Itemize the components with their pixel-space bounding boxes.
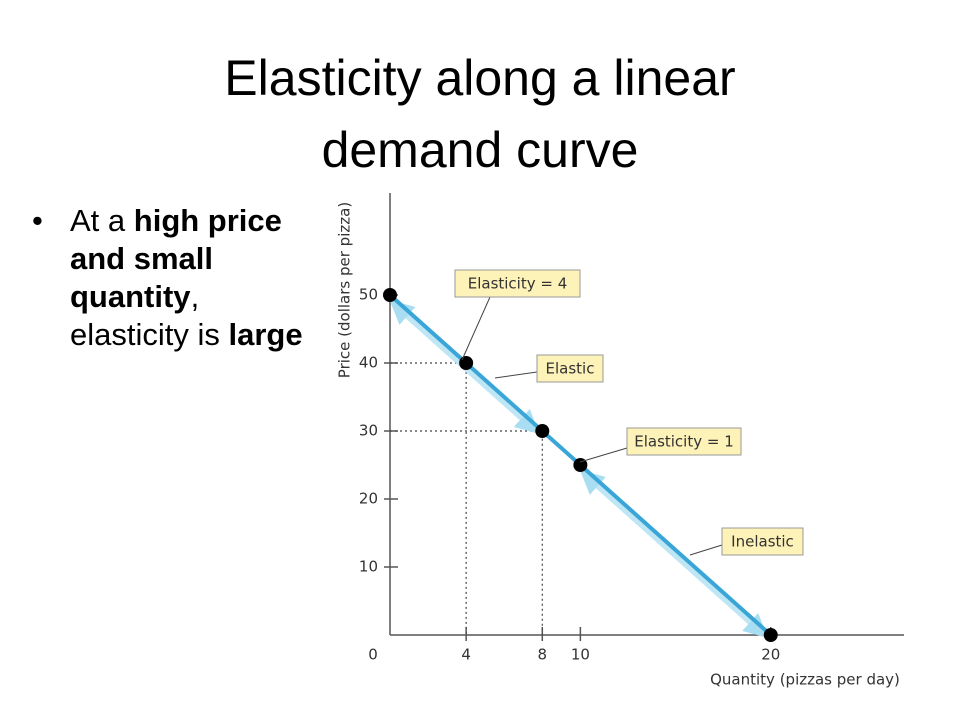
x-axis-label: Quantity (pizzas per day) [710, 671, 900, 689]
annotation-box [454, 269, 581, 298]
leader-line [461, 296, 491, 361]
point [763, 628, 778, 642]
point [535, 424, 550, 438]
title-line: Elasticity along a linear [224, 50, 736, 106]
leader-line [579, 447, 628, 463]
y-tick-label: 30 [359, 422, 378, 440]
bullet-text: At a [70, 203, 134, 238]
annotation: Elastic [546, 360, 595, 378]
y-axis-label: Price (dollars per pizza) [336, 202, 354, 378]
x-tick-label: 0 [368, 646, 378, 664]
annotation: Elasticity = 4 [468, 275, 568, 293]
bullet: At a high price and small quantity, elas… [30, 202, 320, 354]
direction-arrow [579, 469, 769, 638]
y-tick-label: 10 [359, 558, 378, 576]
bullet-text: large [228, 317, 303, 352]
y-tick-label: 40 [359, 354, 378, 372]
y-tick-label: 50 [359, 286, 378, 304]
annotation-box [721, 527, 804, 556]
x-tick-label: 8 [538, 646, 548, 664]
annotation: Inelastic [731, 533, 794, 551]
y-tick-label: 20 [359, 490, 378, 508]
slide-title: Elasticity along a linear demand curve [0, 42, 960, 186]
x-tick-label: 20 [761, 646, 780, 664]
point [573, 458, 588, 472]
point [383, 288, 397, 302]
title-line: demand curve [321, 122, 639, 178]
leader-line [689, 544, 723, 556]
point [459, 356, 474, 370]
bullet-text: high price and small quantity [70, 203, 282, 314]
bullet-text: , elasticity is [70, 279, 229, 352]
leader-line [494, 371, 538, 379]
x-tick-label: 4 [461, 646, 471, 664]
annotation-box [626, 427, 742, 456]
guide-line [390, 362, 467, 635]
x-tick-label: 10 [571, 646, 590, 664]
annotation: Elasticity = 1 [634, 433, 734, 451]
annotation-box [536, 354, 604, 383]
